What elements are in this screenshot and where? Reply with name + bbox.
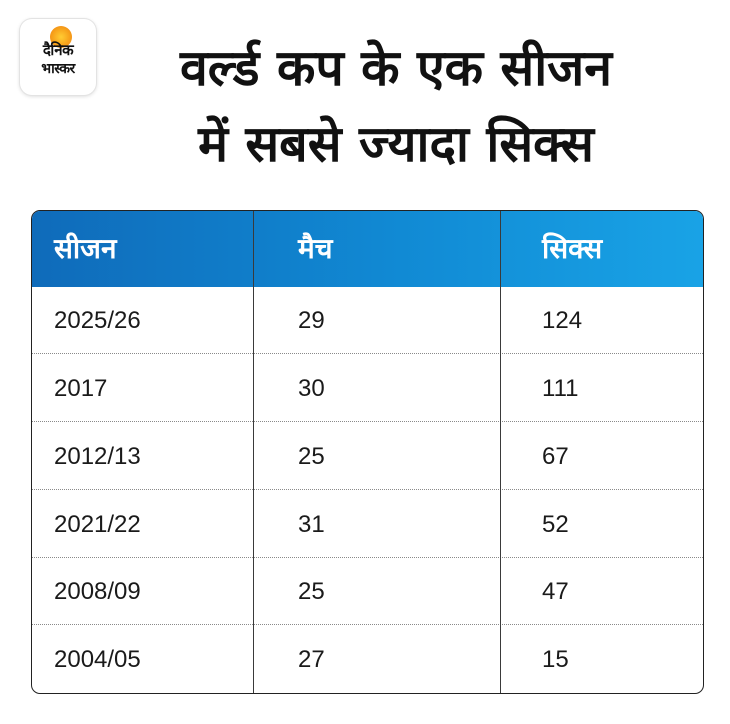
cell-season: 2021/22	[54, 511, 141, 538]
title-line-1: वर्ल्ड कप के एक सीजन	[179, 39, 613, 97]
cell-sixes: 52	[542, 511, 569, 538]
row-divider	[32, 421, 703, 422]
page-title: वर्ल्ड कप के एक सीजन में सबसे ज्यादा सिक…	[96, 30, 696, 182]
table-row: 2012/13 25 67	[32, 423, 703, 490]
row-divider	[32, 353, 703, 354]
cell-sixes: 124	[542, 307, 583, 334]
column-divider	[253, 211, 254, 693]
cell-sixes: 15	[542, 646, 569, 673]
title-line-2: में सबसे ज्यादा सिक्स	[198, 115, 594, 173]
cell-matches: 27	[298, 646, 325, 673]
row-divider	[32, 489, 703, 490]
table-header: सीजन मैच सिक्स	[32, 211, 703, 287]
column-header-matches: मैच	[298, 232, 333, 265]
cell-matches: 25	[298, 443, 325, 470]
column-header-season: सीजन	[54, 232, 117, 265]
sun-icon	[50, 26, 72, 48]
column-divider	[500, 211, 501, 693]
dainik-bhaskar-logo: दैनिक भास्कर	[20, 19, 96, 95]
table-row: 2021/22 31 52	[32, 491, 703, 558]
cell-season: 2012/13	[54, 443, 141, 470]
row-divider	[32, 557, 703, 558]
cell-season: 2025/26	[54, 307, 141, 334]
cell-sixes: 111	[542, 375, 579, 402]
cell-matches: 31	[298, 511, 325, 538]
logo-text-line2: भास्कर	[41, 61, 75, 77]
cell-sixes: 47	[542, 578, 569, 605]
table-row: 2017 30 111	[32, 355, 703, 422]
table-row: 2004/05 27 15	[32, 626, 703, 693]
cell-season: 2017	[54, 375, 108, 402]
stats-table: सीजन मैच सिक्स 2025/26 29 124 2017 30 11…	[31, 210, 704, 694]
cell-matches: 25	[298, 578, 325, 605]
column-header-sixes: सिक्स	[542, 232, 603, 265]
table-row: 2025/26 29 124	[32, 287, 703, 354]
cell-season: 2004/05	[54, 646, 141, 673]
table-row: 2008/09 25 47	[32, 558, 703, 625]
cell-sixes: 67	[542, 443, 569, 470]
cell-season: 2008/09	[54, 578, 141, 605]
cell-matches: 30	[298, 375, 325, 402]
cell-matches: 29	[298, 307, 325, 334]
row-divider	[32, 624, 703, 625]
logo-text-line1: दैनिक	[42, 41, 74, 59]
